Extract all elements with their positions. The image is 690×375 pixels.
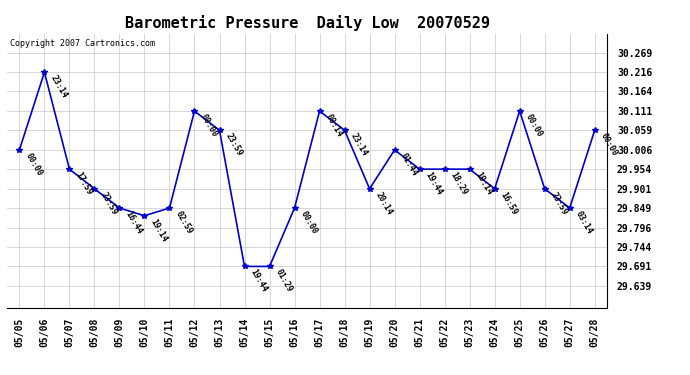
Text: 19:14: 19:14: [148, 217, 169, 243]
Text: 00:00: 00:00: [599, 132, 619, 158]
Text: 23:59: 23:59: [549, 190, 569, 216]
Text: 02:59: 02:59: [174, 209, 194, 236]
Text: 00:00: 00:00: [524, 112, 544, 139]
Text: 00:00: 00:00: [23, 151, 44, 177]
Title: Barometric Pressure  Daily Low  20070529: Barometric Pressure Daily Low 20070529: [125, 15, 489, 31]
Text: 03:14: 03:14: [574, 209, 594, 236]
Text: 23:14: 23:14: [48, 74, 69, 100]
Text: 16:59: 16:59: [499, 190, 519, 216]
Text: 19:44: 19:44: [248, 268, 269, 294]
Text: 00:00: 00:00: [299, 209, 319, 236]
Text: 00:14: 00:14: [324, 112, 344, 139]
Text: 23:14: 23:14: [348, 132, 369, 158]
Text: Copyright 2007 Cartronics.com: Copyright 2007 Cartronics.com: [10, 39, 155, 48]
Text: 17:59: 17:59: [74, 171, 94, 196]
Text: 19:14: 19:14: [474, 171, 494, 196]
Text: 01:29: 01:29: [274, 268, 294, 294]
Text: 23:59: 23:59: [224, 132, 244, 158]
Text: 01:44: 01:44: [399, 151, 419, 177]
Text: 00:00: 00:00: [199, 112, 219, 139]
Text: 19:44: 19:44: [424, 171, 444, 196]
Text: 20:14: 20:14: [374, 190, 394, 216]
Text: 23:59: 23:59: [99, 190, 119, 216]
Text: 18:29: 18:29: [448, 171, 469, 196]
Text: 16:44: 16:44: [124, 209, 144, 236]
